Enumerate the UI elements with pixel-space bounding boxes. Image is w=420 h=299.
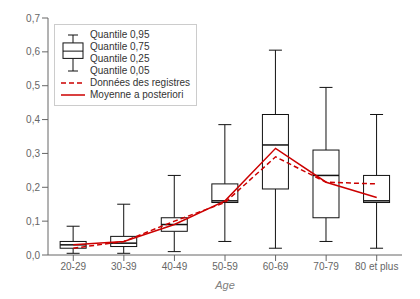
svg-text:30-39: 30-39 [111,261,137,272]
svg-text:20-29: 20-29 [60,261,86,272]
svg-text:0,3: 0,3 [26,148,40,159]
html-text:Données des registres: Données des registres [90,77,191,88]
svg-text:70-79: 70-79 [313,261,339,272]
svg-text:0,1: 0,1 [26,216,40,227]
svg-text:0,5: 0,5 [26,80,40,91]
svg-text:80 et plus: 80 et plus [355,261,398,272]
svg-text:Age: Age [214,279,235,291]
svg-text:0,7: 0,7 [26,13,40,24]
html-text:Quantile 0,25: Quantile 0,25 [90,53,150,64]
svg-text:0,4: 0,4 [26,114,40,125]
svg-text:0,2: 0,2 [26,182,40,193]
svg-text:60-69: 60-69 [263,261,289,272]
svg-text:0,0: 0,0 [26,250,40,261]
html-text:Quantile 0,05: Quantile 0,05 [90,65,150,76]
html-text:Moyenne a posteriori: Moyenne a posteriori [90,89,184,100]
svg-text:40-49: 40-49 [162,261,188,272]
html-text:Quantile 0,95: Quantile 0,95 [90,29,150,40]
svg-text:50-59: 50-59 [212,261,238,272]
svg-text:0,6: 0,6 [26,46,40,57]
html-text:Quantile 0,75: Quantile 0,75 [90,41,150,52]
